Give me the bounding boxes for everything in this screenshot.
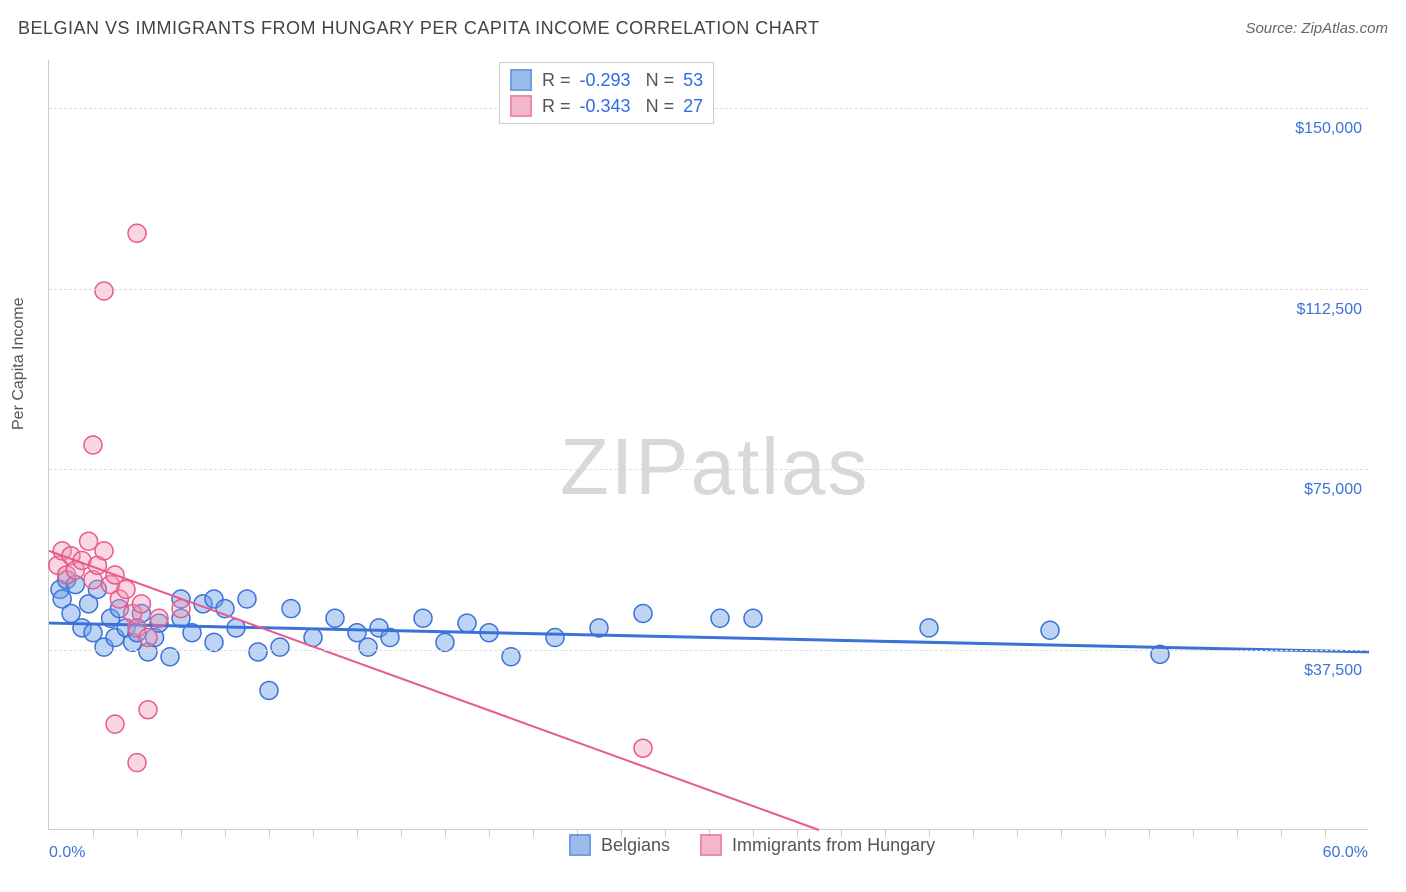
y-tick-label: $112,500 [1296,301,1362,319]
scatter-point [132,595,150,613]
scatter-point [95,542,113,560]
scatter-point [128,754,146,772]
x-tick [1105,829,1106,837]
legend-stats: R = -0.293 N = 53 [542,70,703,91]
x-tick [1149,829,1150,837]
scatter-point [414,609,432,627]
x-tick [401,829,402,837]
x-tick [533,829,534,837]
scatter-point [260,681,278,699]
legend-swatch [510,69,532,91]
scatter-point [249,643,267,661]
x-tick [1017,829,1018,837]
scatter-point [458,614,476,632]
scatter-point [117,580,135,598]
chart-header: BELGIAN VS IMMIGRANTS FROM HUNGARY PER C… [18,18,1388,39]
x-tick [1281,829,1282,837]
trend-line [49,551,819,830]
x-tick [137,829,138,837]
scatter-svg [49,60,1368,829]
x-tick [1193,829,1194,837]
scatter-point [139,701,157,719]
x-tick [181,829,182,837]
x-tick [973,829,974,837]
scatter-point [634,604,652,622]
chart-source: Source: ZipAtlas.com [1245,20,1388,37]
y-tick-label: $37,500 [1304,662,1362,680]
scatter-point [238,590,256,608]
x-tick [357,829,358,837]
legend-row: R = -0.343 N = 27 [510,93,703,119]
scatter-point [106,715,124,733]
legend-swatch [700,834,722,856]
scatter-point [271,638,289,656]
legend-series-name: Belgians [601,835,670,856]
x-tick [1237,829,1238,837]
x-tick [269,829,270,837]
correlation-legend: R = -0.293 N = 53 R = -0.343 N = 27 [499,62,714,124]
scatter-point [920,619,938,637]
gridline [49,469,1368,470]
x-tick [489,829,490,837]
scatter-point [326,609,344,627]
chart-title: BELGIAN VS IMMIGRANTS FROM HUNGARY PER C… [18,18,819,39]
gridline [49,650,1368,651]
scatter-point [139,629,157,647]
x-axis-label: 0.0% [49,844,85,862]
scatter-point [359,638,377,656]
x-tick [225,829,226,837]
trend-line [49,623,1369,652]
scatter-point [634,739,652,757]
x-tick [445,829,446,837]
x-axis-label: 60.0% [1323,844,1368,862]
legend-swatch [510,95,532,117]
legend-row: R = -0.293 N = 53 [510,67,703,93]
x-tick [313,829,314,837]
scatter-point [95,282,113,300]
y-axis-label: Per Capita Income [10,297,28,430]
scatter-point [84,436,102,454]
x-tick [1061,829,1062,837]
x-tick [93,829,94,837]
x-tick [1325,829,1326,837]
scatter-point [744,609,762,627]
chart-plot-area: $37,500$75,000$112,500$150,0000.0%60.0%R… [48,60,1368,830]
scatter-point [128,224,146,242]
y-tick-label: $75,000 [1304,481,1362,499]
legend-stats: R = -0.343 N = 27 [542,96,703,117]
legend-swatch [569,834,591,856]
legend-series-name: Immigrants from Hungary [732,835,935,856]
scatter-point [546,629,564,647]
series-legend: Belgians Immigrants from Hungary [569,834,955,856]
gridline [49,289,1368,290]
scatter-point [282,600,300,618]
y-tick-label: $150,000 [1295,120,1362,138]
scatter-point [1041,621,1059,639]
scatter-point [172,600,190,618]
scatter-point [150,609,168,627]
scatter-point [711,609,729,627]
